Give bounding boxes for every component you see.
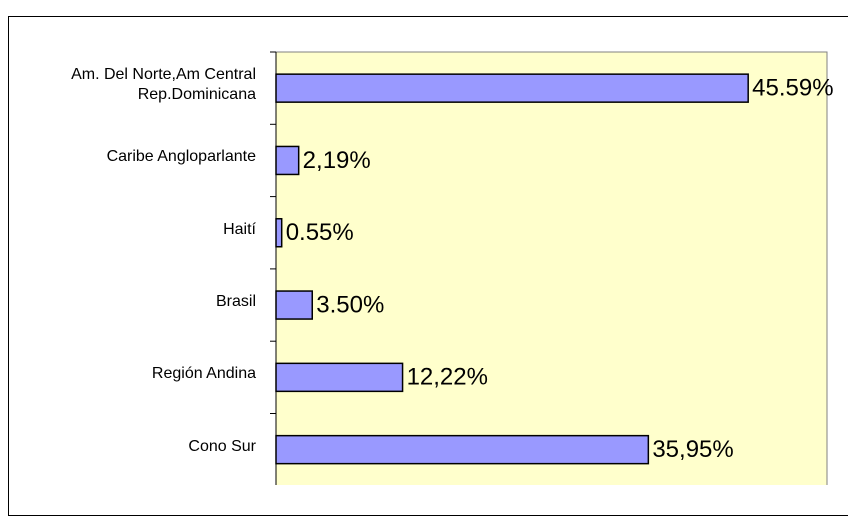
bar <box>275 434 650 465</box>
page: {"chart_data": {"type": "bar", "orientat… <box>8 16 848 516</box>
category-label: Haití <box>223 220 256 238</box>
bar <box>275 145 300 176</box>
bar <box>275 362 404 393</box>
category-label: Caribe Angloparlante <box>106 148 256 166</box>
bar <box>275 73 749 103</box>
plot-area <box>275 51 828 485</box>
value-label: 0.55% <box>286 219 354 246</box>
category-label: Región Andina <box>151 365 256 383</box>
chart: 45.59% 2,19% 0.55% 3.50% 12,22% 35,95% <box>270 51 834 485</box>
value-label: 3.50% <box>316 291 384 318</box>
bar <box>275 290 313 320</box>
bar <box>275 218 283 248</box>
value-label: 12,22% <box>407 364 488 391</box>
value-label: 45.59% <box>752 74 833 101</box>
category-label: Am. Del Norte,Am Central Rep.Dominicana <box>71 66 256 104</box>
value-label: 2,19% <box>303 147 371 174</box>
category-label: Brasil <box>215 293 256 311</box>
category-label: Cono Sur <box>188 437 256 455</box>
value-label: 35,95% <box>652 436 733 463</box>
